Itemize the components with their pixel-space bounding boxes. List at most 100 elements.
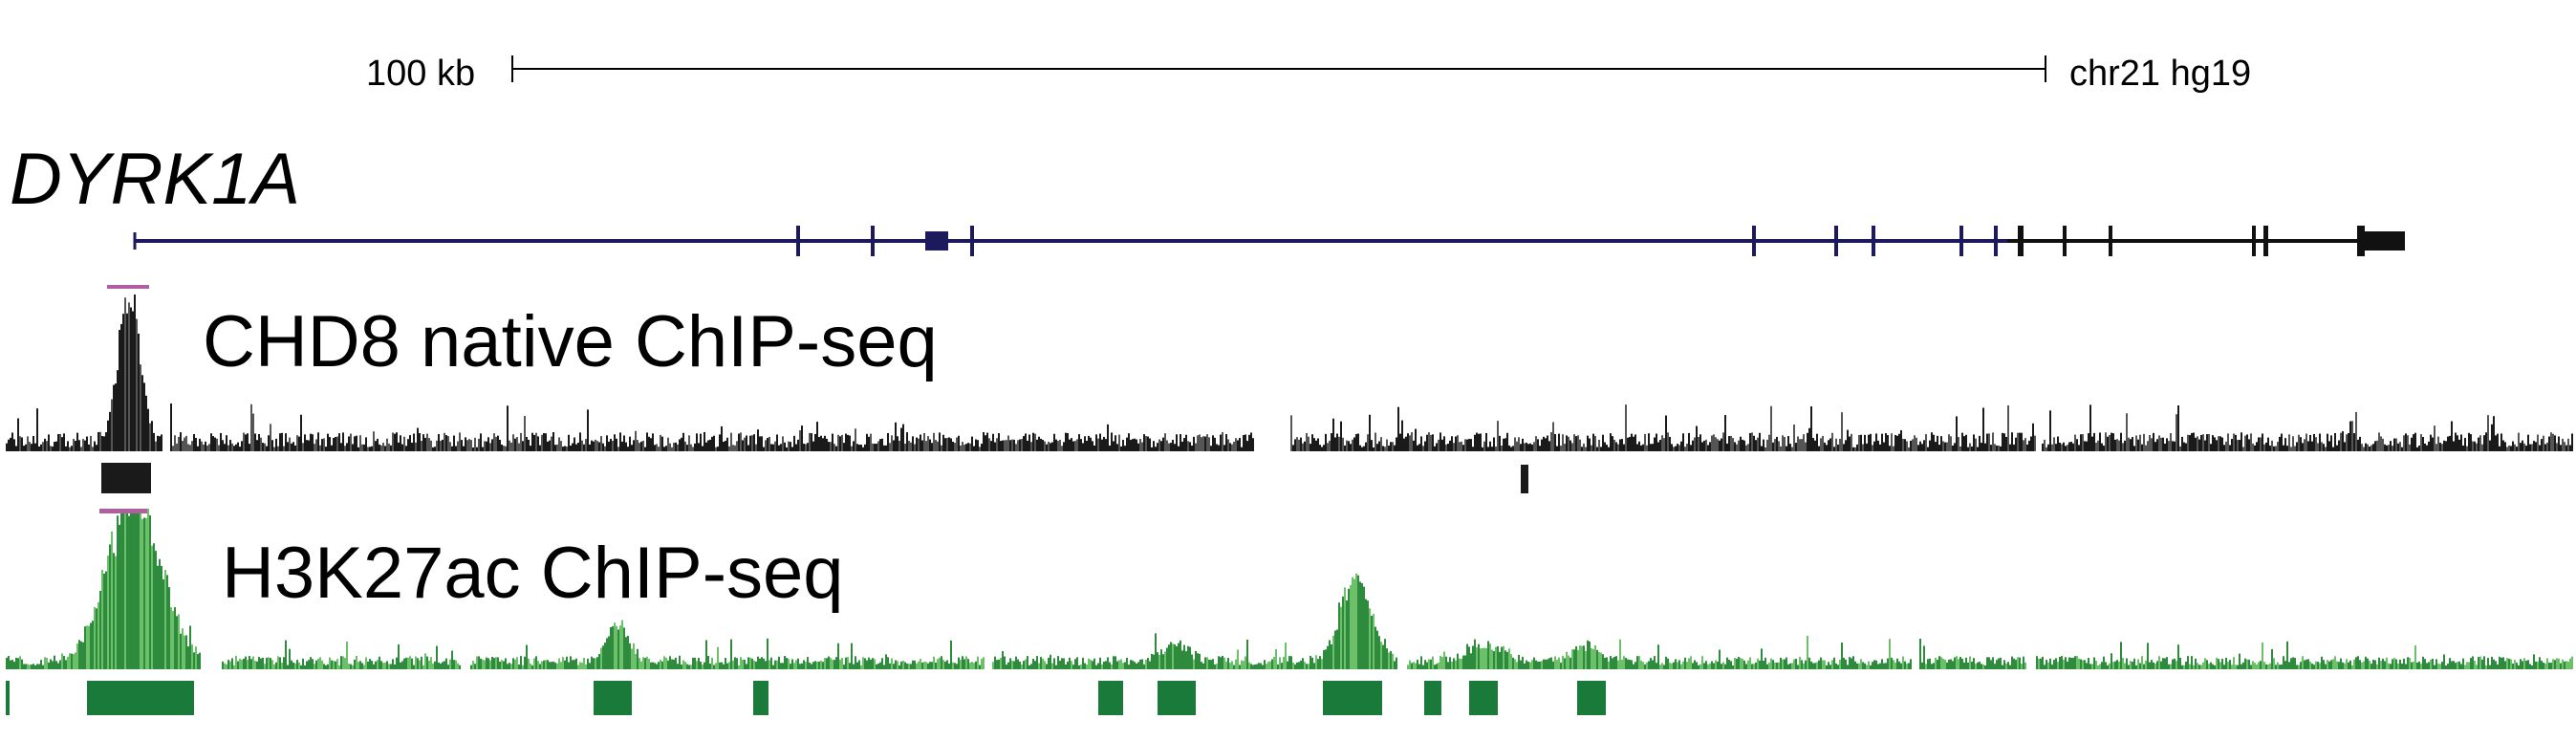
chd8-signal-bar: [2571, 433, 2573, 451]
h3k27ac-signal-bar: [1311, 657, 1313, 669]
chd8-signal-bar: [1206, 434, 1208, 451]
h3k27ac-signal-bar: [2059, 656, 2061, 669]
chd8-signal-bar: [1438, 439, 1440, 451]
h3k27ac-signal-bar: [1900, 663, 1902, 669]
chd8-signal-bar: [1478, 433, 1480, 451]
h3k27ac-signal-bar: [572, 660, 574, 669]
chd8-signal-bar: [1768, 434, 1770, 451]
chd8-signal-bar: [2462, 445, 2464, 451]
h3k27ac-signal-bar: [2111, 653, 2112, 669]
h3k27ac-signal-bar: [2239, 653, 2240, 669]
chd8-signal-bar: [241, 441, 243, 451]
chd8-signal-bar: [134, 294, 136, 451]
h3k27ac-signal-bar: [2409, 657, 2411, 669]
h3k27ac-signal-bar: [336, 659, 338, 669]
chd8-signal-bar: [583, 444, 585, 451]
h3k27ac-signal-bar: [1151, 653, 1153, 669]
chd8-signal-bar: [1925, 434, 1927, 451]
chd8-signal-bar: [1151, 447, 1153, 451]
h3k27ac-signal-bar: [1596, 649, 1598, 669]
chd8-signal-bar: [247, 433, 249, 451]
h3k27ac-signal-bar: [2258, 662, 2260, 669]
h3k27ac-signal-bar: [2109, 663, 2111, 669]
h3k27ac-signal-bar: [2070, 657, 2072, 669]
h3k27ac-signal-bar: [2145, 660, 2147, 669]
h3k27ac-signal-bar: [1988, 657, 1990, 669]
h3k27ac-signal-bar: [2321, 656, 2323, 669]
h3k27ac-signal-bar: [491, 656, 493, 669]
chd8-signal-bar: [1881, 433, 1883, 451]
h3k27ac-signal-bar: [1594, 644, 1596, 669]
chd8-signal-bar: [172, 446, 174, 451]
gene-exon: [2018, 226, 2024, 256]
h3k27ac-signal-bar: [115, 556, 117, 669]
chd8-signal-bar: [195, 437, 197, 451]
h3k27ac-signal-bar: [2128, 665, 2130, 669]
chd8-signal-bar: [1761, 446, 1763, 451]
h3k27ac-signal-bar: [1977, 662, 1979, 669]
h3k27ac-signal-bar: [1938, 656, 1940, 669]
chd8-signal-bar: [1914, 435, 1916, 451]
h3k27ac-signal-bar: [623, 627, 625, 669]
chd8-signal-bar: [967, 443, 969, 451]
h3k27ac-signal-bar: [1923, 645, 1925, 669]
h3k27ac-signal-bar: [1482, 647, 1483, 669]
chd8-signal-bar: [107, 420, 109, 451]
chd8-signal-bar: [2195, 437, 2197, 451]
h3k27ac-signal-bar: [1994, 664, 1996, 669]
h3k27ac-signal-bar: [474, 664, 476, 669]
h3k27ac-signal-bar: [122, 509, 124, 669]
chd8-signal-bar: [2242, 447, 2244, 451]
chd8-signal-bar: [841, 434, 843, 451]
h3k27ac-signal-bar: [631, 648, 633, 669]
h3k27ac-signal-bar: [2439, 664, 2441, 669]
chd8-signal-bar: [398, 442, 400, 451]
h3k27ac-signal-bar: [1231, 661, 1233, 669]
chd8-signal-bar: [1137, 443, 1139, 451]
h3k27ac-signal-bar: [19, 656, 21, 669]
h3k27ac-signal-bar: [2506, 658, 2508, 669]
chd8-signal-bar: [2260, 437, 2262, 451]
chd8-signal-bar: [2156, 439, 2158, 451]
chd8-signal-bar: [736, 441, 738, 451]
chd8-signal-bar: [1323, 445, 1325, 451]
chd8-signal-bar: [1749, 432, 1751, 451]
chd8-signal-bar: [1982, 407, 1984, 451]
h3k27ac-signal-bar: [1870, 665, 1872, 669]
h3k27ac-signal-bar: [2499, 656, 2500, 669]
h3k27ac-signal-bar: [1669, 663, 1671, 669]
h3k27ac-signal-bar: [130, 509, 132, 669]
chd8-signal-bar: [2430, 434, 2432, 451]
chd8-signal-bar: [937, 441, 939, 451]
h3k27ac-signal-bar: [2286, 641, 2288, 669]
chd8-signal-bar: [1726, 443, 1728, 451]
h3k27ac-signal-bar: [1028, 665, 1030, 669]
chd8-signal-bar: [1526, 442, 1527, 451]
chd8-signal-bar: [637, 440, 639, 451]
chd8-signal-bar: [994, 442, 996, 451]
chd8-signal-bar: [747, 445, 749, 451]
h3k27ac-signal-bar: [637, 648, 639, 669]
h3k27ac-signal-bar: [902, 660, 904, 669]
h3k27ac-signal-bar: [755, 662, 757, 669]
h3k27ac-signal-bar: [1799, 657, 1801, 669]
h3k27ac-signal-bar: [2386, 657, 2388, 669]
chd8-signal-bar: [1648, 433, 1650, 451]
chd8-signal-bar: [920, 434, 921, 451]
h3k27ac-signal-bar: [2556, 658, 2558, 669]
chd8-signal-bar: [1457, 435, 1459, 451]
chd8-signal-bar: [1751, 432, 1753, 451]
h3k27ac-signal-bar: [2162, 658, 2164, 669]
chd8-signal-bar: [1015, 444, 1017, 451]
chd8-signal-bar: [1587, 435, 1589, 451]
h3k27ac-signal-bar: [426, 656, 428, 669]
chd8-signal-bar: [889, 443, 891, 451]
chd8-signal-bar: [1677, 444, 1678, 451]
chd8-signal-bar: [2420, 434, 2422, 451]
h3k27ac-signal-bar: [763, 658, 765, 669]
chd8-signal-bar: [2002, 432, 2003, 451]
chd8-signal-bar: [1067, 432, 1069, 451]
chd8-signal-bar: [1784, 436, 1786, 451]
h3k27ac-signal-bar: [55, 661, 57, 669]
chd8-signal-bar: [1227, 439, 1229, 451]
